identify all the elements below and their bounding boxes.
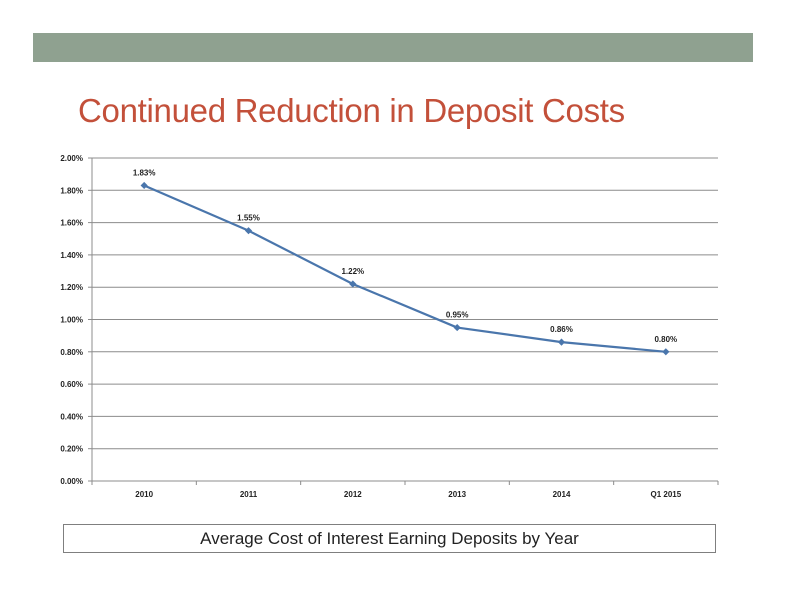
chart-caption: Average Cost of Interest Earning Deposit… xyxy=(63,524,716,553)
x-tick-label: 2013 xyxy=(448,490,466,499)
x-tick-label: 2014 xyxy=(553,490,571,499)
series-line xyxy=(143,184,666,353)
data-label: 0.95% xyxy=(446,311,469,320)
header-bar xyxy=(33,33,753,62)
slide-title: Continued Reduction in Deposit Costs xyxy=(78,92,625,129)
y-tick-label: 1.60% xyxy=(60,219,83,228)
x-tick-label: 2012 xyxy=(344,490,362,499)
y-tick-label: 1.80% xyxy=(60,186,83,195)
y-tick-label: 0.20% xyxy=(60,445,83,454)
y-tick-label: 1.00% xyxy=(60,316,83,325)
y-tick-label: 2.00% xyxy=(60,154,83,163)
x-tick-label: 2010 xyxy=(135,490,153,499)
data-point xyxy=(662,348,670,356)
data-label: 1.55% xyxy=(237,214,260,223)
data-label: 1.83% xyxy=(133,168,156,177)
y-tick-label: 0.60% xyxy=(60,380,83,389)
data-label: 0.86% xyxy=(550,325,573,334)
y-tick-label: 1.20% xyxy=(60,283,83,292)
data-point xyxy=(453,323,461,332)
data-point xyxy=(557,338,566,346)
y-tick-label: 0.80% xyxy=(60,348,83,357)
line-chart: 0.00% 0.20% 0.40% 0.60% 0.80% 1.00% 1.20% 1.40%… xyxy=(60,154,719,499)
data-point xyxy=(349,280,357,288)
x-tick-label: Q1 2015 xyxy=(650,490,681,499)
data-point xyxy=(244,227,253,235)
x-tick-label: 2011 xyxy=(240,490,258,499)
data-label: 0.80% xyxy=(654,335,677,344)
data-label: 1.22% xyxy=(341,267,364,276)
y-tick-label: 0.40% xyxy=(60,412,83,421)
data-point xyxy=(140,181,148,190)
y-tick-label: 1.40% xyxy=(60,251,83,260)
y-tick-label: 0.00% xyxy=(60,477,83,486)
